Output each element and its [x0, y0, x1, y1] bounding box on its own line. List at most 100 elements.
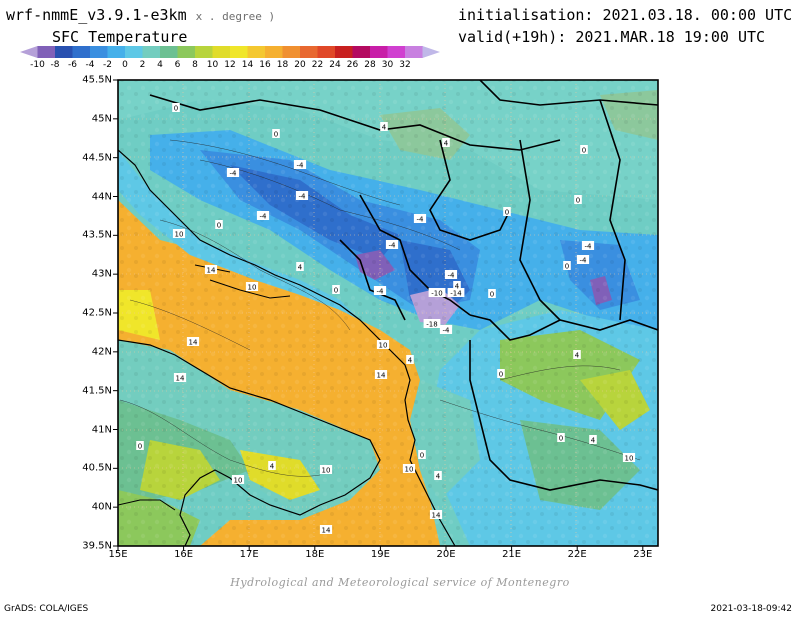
contour-label: -4 [385, 240, 399, 250]
field-texture [118, 80, 658, 546]
colorbar-tick-label: 28 [364, 60, 376, 70]
svg-text:4: 4 [436, 473, 441, 481]
valid-time: valid(+19h): 2021.MAR.18 19:00 UTC [458, 28, 766, 46]
timestamp-label: 2021-03-18-09:42 [710, 604, 793, 614]
colorbar-segment [90, 46, 108, 58]
latitude-label: 41N [91, 424, 112, 435]
svg-text:4: 4 [270, 463, 275, 471]
colorbar-tick-label: 0 [122, 60, 128, 70]
contour-label: 0 [574, 195, 582, 205]
colorbar-tick-label: 18 [276, 60, 289, 70]
svg-text:10: 10 [234, 477, 243, 485]
contour-label: -18 [423, 319, 441, 329]
colorbar-tick-label: -2 [103, 60, 112, 70]
contour-label: -4 [256, 211, 270, 221]
colorbar-segment [107, 46, 126, 58]
units-label: x . degree ) [195, 10, 276, 23]
colorbar-segment [212, 46, 231, 58]
latitude-label: 41.5N [82, 385, 112, 397]
latitude-label: 40N [91, 501, 112, 513]
longitude-label: 21E [502, 549, 522, 560]
colorbar-tick-label: 24 [329, 60, 341, 70]
svg-text:0: 0 [174, 105, 178, 113]
contour-label: -4 [439, 325, 453, 335]
contour-label: 4 [453, 281, 461, 291]
colorbar-segment [300, 46, 318, 58]
svg-text:14: 14 [207, 267, 216, 275]
colorbar-tick-label: -4 [85, 60, 95, 70]
contour-label: 14 [173, 373, 187, 383]
svg-text:14: 14 [377, 372, 386, 380]
colorbar-segment [142, 46, 161, 58]
contour-label: 0 [272, 129, 280, 139]
contour-label: 10 [319, 465, 333, 475]
grid-lines [118, 80, 658, 546]
colorbar-segment [160, 46, 178, 58]
svg-text:-4: -4 [443, 327, 451, 335]
contour-label: 4 [296, 262, 304, 272]
colorbar-segment [195, 46, 213, 58]
contour-label: -4 [373, 286, 387, 296]
grads-label: GrADS: COLA/IGES [4, 604, 89, 614]
svg-text:-4: -4 [377, 288, 385, 296]
longitude-label: 15E [108, 549, 128, 560]
svg-text:4: 4 [575, 352, 580, 360]
contour-label: 0 [418, 450, 426, 460]
contour-label: -10 [428, 288, 446, 298]
colorbar-tick-label: 30 [381, 60, 394, 70]
map-field [118, 80, 658, 546]
svg-text:-4: -4 [580, 257, 588, 265]
contour-label: 0 [172, 103, 180, 113]
contour-label: 4 [442, 138, 450, 148]
contour-label: 0 [557, 433, 565, 443]
longitude-label: 17E [239, 549, 259, 560]
latitude-label: 44.5N [82, 152, 112, 164]
contour-label: 4 [589, 435, 597, 445]
svg-text:14: 14 [176, 375, 185, 383]
svg-text:-4: -4 [448, 272, 456, 280]
contour-label: 10 [245, 282, 259, 292]
contour-labels: -4 -4 -4 -4 -4 -4 -4 -4 -4 -10 -14 -18 -4 -4 0 0 0 0 0 0 0 0 0… [136, 103, 636, 535]
contour-label: 0 [580, 145, 588, 155]
svg-text:10: 10 [405, 466, 414, 474]
svg-text:0: 0 [565, 263, 569, 271]
contour-label: 14 [319, 525, 333, 535]
latitude-label: 40.5N [82, 462, 112, 474]
colorbar-tick-label: 8 [192, 60, 198, 70]
colorbar-tick-label: -10 [30, 60, 45, 70]
contour-label: 0 [563, 261, 571, 271]
colorbar-segment [282, 46, 301, 58]
colorbar-segment [422, 46, 440, 58]
colorbar-tick-label: -6 [68, 60, 77, 70]
contour-label: 14 [374, 370, 388, 380]
contour-label: 4 [380, 122, 388, 132]
country-borders [149, 80, 658, 491]
longitude-label: 16E [174, 549, 194, 560]
longitude-label: 23E [633, 549, 653, 560]
colorbar-tick-label: 32 [399, 60, 411, 70]
colorbar-segment [230, 46, 248, 58]
svg-text:14: 14 [432, 512, 441, 520]
colorbar-segment [37, 46, 56, 58]
longitude-label: 22E [567, 549, 587, 560]
svg-text:10: 10 [175, 231, 184, 239]
latitude-label: 45.5N [82, 74, 112, 86]
contour-label: 4 [434, 471, 442, 481]
coastlines [118, 149, 456, 546]
contour-label: 0 [488, 289, 496, 299]
axis-ticks [113, 79, 644, 551]
svg-text:0: 0 [490, 291, 494, 299]
colorbar-segment [335, 46, 353, 58]
contour-label: 0 [136, 441, 144, 451]
svg-text:4: 4 [408, 357, 413, 365]
contour-label: 10 [231, 475, 245, 485]
svg-text:-14: -14 [450, 290, 462, 298]
svg-text:-4: -4 [417, 216, 425, 224]
contour-label: -4 [576, 255, 590, 265]
contour-label: 0 [503, 207, 511, 217]
svg-text:0: 0 [420, 452, 424, 460]
svg-text:-4: -4 [585, 243, 593, 251]
latitude-label: 43N [91, 268, 112, 280]
colorbar-segment [20, 46, 38, 58]
svg-text:-4: -4 [389, 242, 397, 250]
